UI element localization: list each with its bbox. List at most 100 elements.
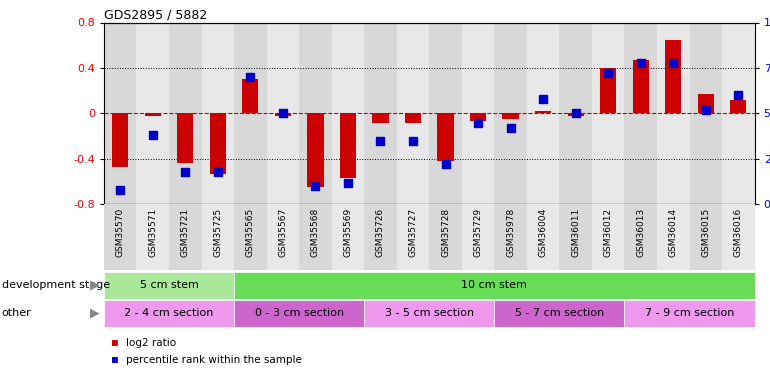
Text: GSM36015: GSM36015: [701, 208, 710, 257]
Text: GSM35565: GSM35565: [246, 208, 255, 257]
Bar: [592, 22, 624, 204]
Text: 5 cm stem: 5 cm stem: [139, 280, 199, 290]
Point: [310, 183, 322, 189]
Point: [602, 70, 614, 76]
Point: [537, 96, 549, 102]
Bar: [364, 300, 494, 327]
Point: [570, 110, 582, 116]
Bar: [234, 272, 755, 299]
Bar: [202, 204, 234, 270]
Point: [700, 107, 712, 113]
Bar: [397, 204, 430, 270]
Text: GSM35727: GSM35727: [409, 208, 417, 257]
Point: [472, 120, 484, 126]
Point: [114, 187, 126, 193]
Point: [504, 125, 517, 131]
Bar: [209, 113, 226, 174]
Bar: [462, 22, 494, 204]
Bar: [243, 80, 259, 113]
Text: log2 ratio: log2 ratio: [126, 339, 176, 348]
Text: 5 - 7 cm section: 5 - 7 cm section: [515, 308, 604, 318]
Bar: [340, 113, 356, 178]
Bar: [494, 204, 527, 270]
Text: GSM35568: GSM35568: [311, 208, 320, 257]
Text: GSM36012: GSM36012: [604, 208, 613, 257]
Bar: [559, 22, 592, 204]
Text: GSM35567: GSM35567: [279, 208, 287, 257]
Bar: [104, 22, 136, 204]
Bar: [698, 94, 714, 113]
Bar: [397, 22, 430, 204]
Point: [179, 169, 192, 175]
Bar: [364, 22, 397, 204]
Bar: [624, 300, 755, 327]
Text: other: other: [2, 308, 32, 318]
Text: GSM35726: GSM35726: [376, 208, 385, 257]
Bar: [234, 204, 266, 270]
Text: GSM35725: GSM35725: [213, 208, 223, 257]
Bar: [177, 113, 193, 164]
Bar: [145, 113, 161, 116]
Text: ▶: ▶: [90, 307, 100, 320]
Bar: [462, 204, 494, 270]
Bar: [373, 113, 389, 123]
Bar: [299, 204, 332, 270]
Bar: [624, 204, 657, 270]
Bar: [104, 204, 136, 270]
Text: 7 - 9 cm section: 7 - 9 cm section: [644, 308, 735, 318]
Bar: [275, 113, 291, 116]
Bar: [136, 22, 169, 204]
Text: GSM35570: GSM35570: [116, 208, 125, 257]
Text: GDS2895 / 5882: GDS2895 / 5882: [104, 8, 207, 21]
Bar: [112, 113, 129, 167]
Bar: [470, 113, 486, 122]
Bar: [364, 204, 397, 270]
Bar: [494, 300, 624, 327]
Point: [244, 74, 256, 80]
Bar: [104, 300, 234, 327]
Bar: [624, 22, 657, 204]
Bar: [633, 60, 649, 113]
Bar: [722, 22, 755, 204]
Text: 3 - 5 cm section: 3 - 5 cm section: [385, 308, 474, 318]
Point: [732, 92, 745, 98]
Bar: [665, 39, 681, 113]
Text: GSM35569: GSM35569: [343, 208, 353, 257]
Bar: [657, 22, 690, 204]
Bar: [690, 204, 722, 270]
Bar: [332, 22, 364, 204]
Text: GSM35978: GSM35978: [506, 208, 515, 257]
Bar: [430, 22, 462, 204]
Point: [440, 161, 452, 167]
Bar: [722, 204, 755, 270]
Bar: [527, 204, 559, 270]
Text: GSM36013: GSM36013: [636, 208, 645, 257]
Point: [407, 138, 419, 144]
Bar: [494, 22, 527, 204]
Bar: [405, 113, 421, 123]
Bar: [307, 113, 323, 188]
Bar: [266, 204, 299, 270]
Bar: [136, 204, 169, 270]
Bar: [559, 204, 592, 270]
Text: 10 cm stem: 10 cm stem: [461, 280, 527, 290]
Bar: [600, 68, 616, 113]
Text: GSM36016: GSM36016: [734, 208, 743, 257]
Bar: [234, 22, 266, 204]
Bar: [592, 204, 624, 270]
Text: GSM35728: GSM35728: [441, 208, 450, 257]
Bar: [430, 204, 462, 270]
Text: GSM35571: GSM35571: [149, 208, 157, 257]
Bar: [567, 113, 584, 116]
Bar: [527, 22, 559, 204]
Point: [146, 132, 159, 138]
Text: percentile rank within the sample: percentile rank within the sample: [126, 356, 301, 365]
Text: GSM36014: GSM36014: [669, 208, 678, 257]
Text: ■: ■: [112, 339, 118, 348]
Text: GSM35729: GSM35729: [474, 208, 483, 257]
Text: GSM35721: GSM35721: [181, 208, 189, 257]
Text: GSM36004: GSM36004: [539, 208, 547, 257]
Bar: [202, 22, 234, 204]
Text: ▶: ▶: [90, 279, 100, 292]
Bar: [437, 113, 454, 161]
